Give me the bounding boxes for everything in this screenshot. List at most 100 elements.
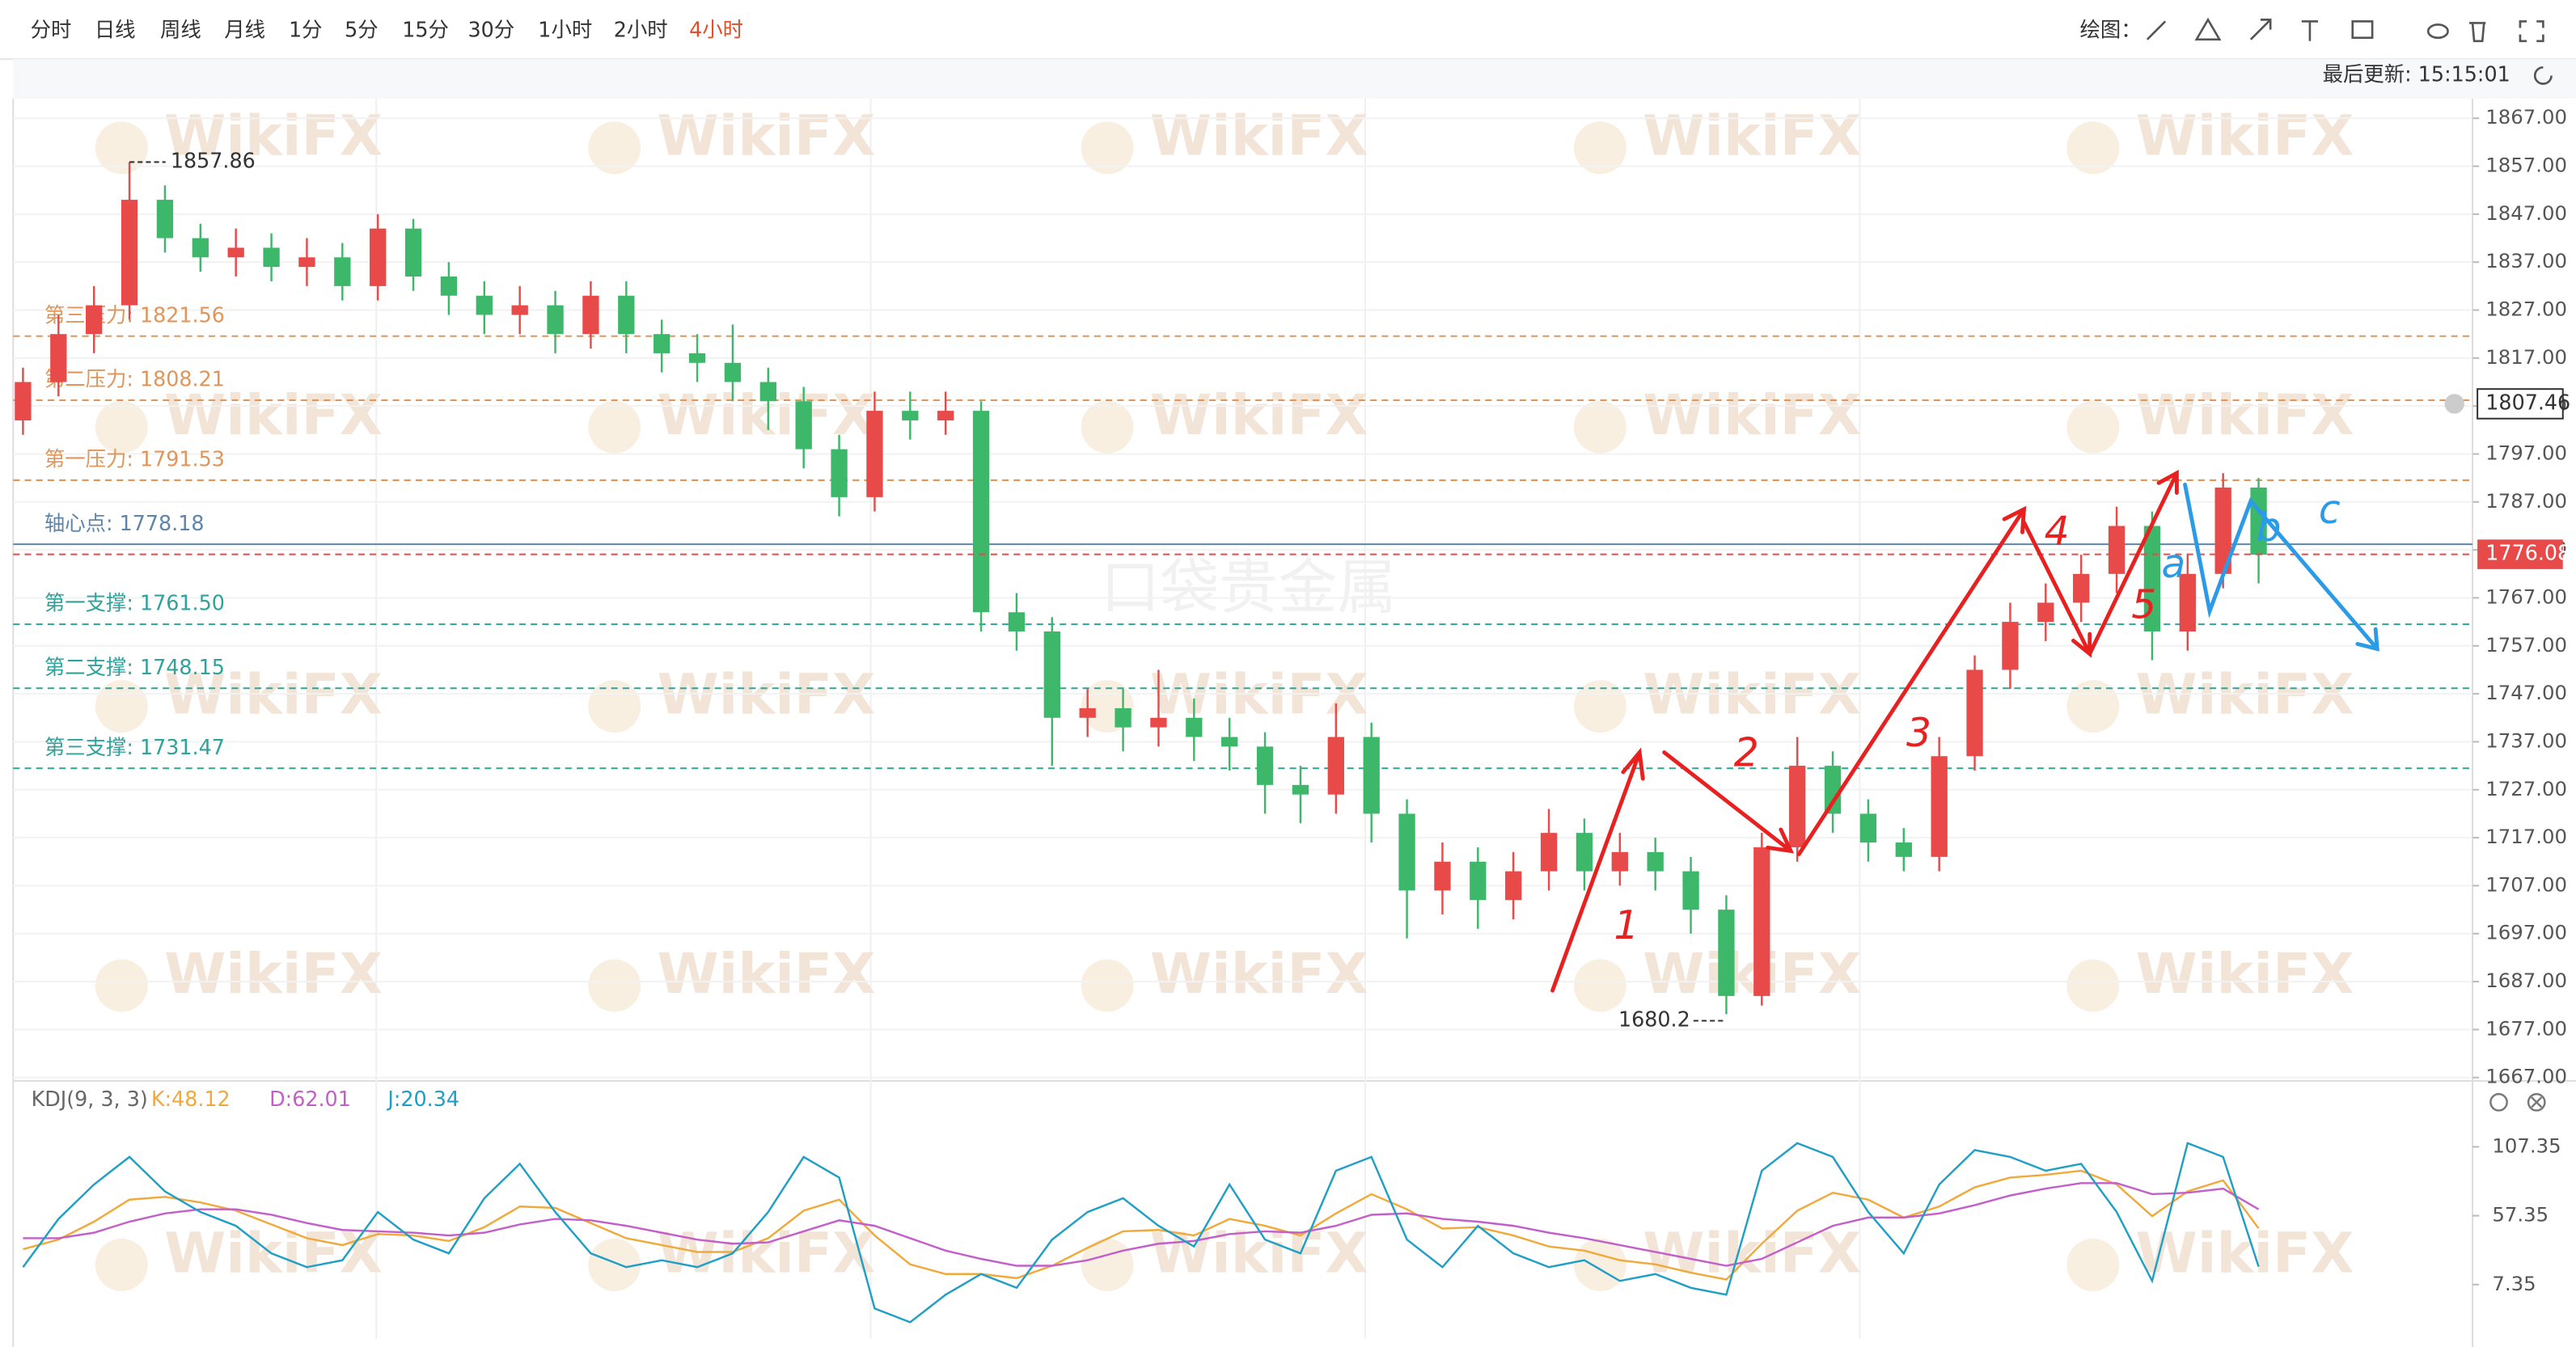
candle-body	[547, 305, 564, 335]
y-tick-label: 1787.00	[2485, 489, 2567, 513]
price-pane: 1867.00 1857.00 1847.00 1837.00 1827.00 1817.…	[13, 105, 2570, 1088]
candle-body	[618, 295, 635, 335]
candle-body	[50, 334, 67, 382]
watermark-logo	[1081, 959, 1134, 1012]
candle-body	[1753, 847, 1770, 996]
candle-body	[121, 200, 138, 306]
wave-label: b	[2257, 505, 2282, 551]
candle-body	[1859, 813, 1877, 843]
watermark-logo	[1573, 121, 1626, 175]
watermark-text: WikiFX	[164, 383, 383, 448]
text-tool[interactable]	[2301, 20, 2319, 41]
watermark-text: WikiFX	[1643, 104, 1861, 169]
watermark-text: WikiFX	[2136, 663, 2354, 728]
watermark-logo	[2066, 1238, 2120, 1291]
candle-body	[937, 411, 954, 420]
candle-body	[1470, 861, 1487, 901]
candle-body	[1895, 842, 1912, 857]
watermark-logo	[95, 400, 148, 454]
y-tick-label: 1727.00	[2485, 777, 2567, 800]
timeframe-tab[interactable]: 1小时	[538, 18, 592, 42]
candle-body	[759, 382, 776, 402]
y-tick-label: 1717.00	[2485, 825, 2567, 848]
last-price: 1776.08	[2485, 541, 2570, 565]
y-tick-label: 1797.00	[2485, 441, 2567, 464]
kdj-pane: KDJ(9, 3, 3) K:48.12 D:62.01 J:20.34 7.35 57.…	[22, 1087, 2561, 1324]
candle-body	[866, 411, 883, 497]
alert-price: 1807.46	[2485, 390, 2570, 414]
candle-body	[227, 247, 244, 258]
candle-body	[1256, 746, 1274, 785]
y-tick-label: 1707.00	[2485, 872, 2567, 896]
candle-body	[795, 401, 812, 450]
timeframe-tab[interactable]: 5分	[345, 18, 379, 42]
wave-label: 3	[1906, 711, 1931, 756]
candle-body	[440, 276, 458, 296]
refresh-icon[interactable]	[2533, 65, 2553, 85]
candle-body	[972, 411, 990, 613]
watermark-logo	[1081, 400, 1134, 454]
level-label: 第二压力: 1808.21	[44, 367, 225, 391]
watermark-text: WikiFX	[1150, 942, 1368, 1007]
timeframe-tab[interactable]: 周线	[160, 18, 201, 42]
timeframe-tab[interactable]: 15分	[402, 18, 449, 42]
y-tick-label: 1827.00	[2485, 298, 2567, 321]
candle-body	[2108, 526, 2126, 574]
close-icon[interactable]	[2527, 1092, 2546, 1112]
eye-icon[interactable]	[2426, 23, 2449, 40]
y-tick-label: 1817.00	[2485, 345, 2567, 369]
triangle-tool[interactable]	[2194, 17, 2222, 41]
candle-body	[2073, 573, 2090, 603]
candle-body	[263, 247, 280, 268]
candle-body	[582, 295, 599, 335]
y-tick-label: 1677.00	[2485, 1016, 2567, 1040]
candle-body	[831, 449, 848, 497]
settings-icon[interactable]	[2489, 1092, 2508, 1112]
wave-arrow	[2087, 470, 2179, 657]
line-tool[interactable]	[2146, 20, 2167, 40]
candle-body	[1718, 910, 1735, 996]
watermark-logo	[1081, 121, 1134, 175]
y-tick-label: 107.35	[2492, 1134, 2561, 1157]
timeframe-tab[interactable]: 分时	[31, 18, 72, 42]
wave-label: 2	[1734, 731, 1759, 776]
timeframe-tab[interactable]: 日线	[95, 18, 136, 42]
y-tick-label: 7.35	[2492, 1272, 2536, 1295]
fullscreen-icon[interactable]	[2519, 20, 2544, 43]
bell-icon[interactable]	[2444, 394, 2464, 414]
watermark-text: WikiFX	[1643, 663, 1861, 728]
trash-icon[interactable]	[2468, 22, 2486, 43]
candle-body	[1540, 833, 1558, 872]
wave-label: 4	[2045, 509, 2070, 554]
watermark-logo	[588, 1238, 641, 1291]
timeframe-tab[interactable]: 月线	[224, 18, 265, 42]
candle-body	[370, 228, 387, 286]
candle-body	[86, 305, 103, 335]
alert-tag	[2477, 388, 2564, 420]
timeframe-tab[interactable]: 1分	[289, 18, 323, 42]
candle-body	[476, 295, 493, 315]
timeframe-tab[interactable]: 30分	[468, 18, 515, 42]
watermark-text: WikiFX	[658, 1221, 876, 1286]
y-tick-label: 1867.00	[2485, 105, 2567, 129]
watermark-text: WikiFX	[164, 663, 383, 728]
legend-entry: J:20.34	[386, 1087, 459, 1111]
arrow-tool[interactable]	[2249, 19, 2272, 40]
candle-body	[724, 362, 742, 382]
candle-body	[1824, 766, 1842, 814]
level-label: 第三压力: 1821.56	[44, 302, 225, 327]
watermark-logo	[1573, 400, 1626, 454]
y-tick-label: 1857.00	[2485, 154, 2567, 177]
watermark-logo	[95, 121, 148, 175]
watermark-text: WikiFX	[2136, 104, 2354, 169]
timeframe-tab[interactable]: 4小时	[689, 18, 743, 42]
shape-tool[interactable]	[2351, 20, 2374, 40]
level-label: 第一压力: 1791.53	[44, 447, 225, 471]
watermark-logo	[2066, 121, 2120, 175]
timeframe-tab[interactable]: 2小时	[614, 18, 668, 42]
watermark-logo	[588, 121, 641, 175]
level-label: 第一支撑: 1761.50	[44, 591, 225, 615]
candle-body	[1221, 737, 1238, 747]
grid	[375, 98, 1861, 1339]
